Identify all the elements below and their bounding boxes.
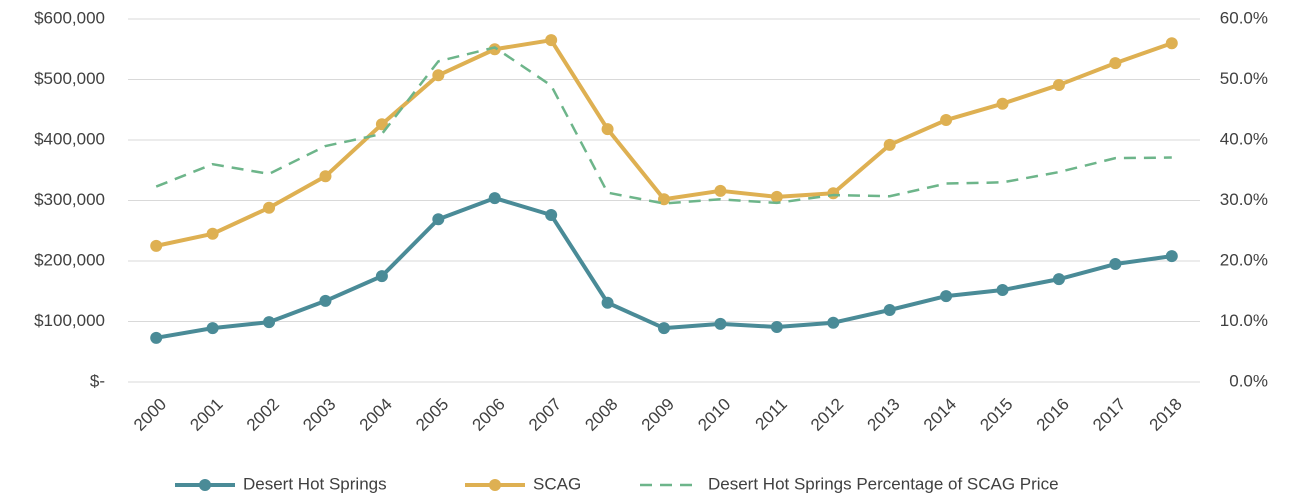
x-tick-label: 2007 [525,395,565,435]
x-tick-label: 2015 [976,395,1016,435]
y2-tick-label: 50.0% [1220,69,1268,88]
point [206,227,219,240]
y-tick-label: $100,000 [34,311,105,330]
x-tick-label: 2003 [299,395,339,435]
point [375,118,388,131]
x-tick-label: 2001 [186,395,226,435]
point [1165,250,1178,263]
x-tick-label: 2017 [1089,395,1129,435]
point [996,97,1009,110]
y2-tick-label: 40.0% [1220,129,1268,148]
legend-label: Desert Hot Springs Percentage of SCAG Pr… [708,474,1059,493]
x-tick-label: 2014 [920,395,960,435]
point [319,294,332,307]
x-tick-label: 2000 [130,395,170,435]
point [1109,258,1122,271]
point [1109,57,1122,70]
point [263,201,276,214]
point [714,184,727,197]
point [545,209,558,222]
y-tick-label: $- [90,371,105,390]
point [658,322,670,335]
x-tick-label: 2005 [412,395,452,435]
x-tick-label: 2012 [807,395,847,435]
point [263,316,276,329]
point [940,114,953,127]
point [1052,78,1065,91]
point [545,34,558,47]
point [714,317,727,330]
series-line [155,38,1173,248]
y2-tick-label: 20.0% [1220,250,1268,269]
y2-tick-label: 0.0% [1229,371,1268,390]
series-line [155,46,1172,205]
series-line [155,196,1173,340]
x-tick-label: 2006 [469,395,509,435]
x-tick-label: 2018 [1146,395,1186,435]
x-tick-label: 2010 [694,395,734,435]
point [488,192,501,205]
legend-marker [489,479,501,491]
point [1165,37,1178,50]
y-tick-label: $200,000 [34,250,105,269]
point [827,316,840,329]
y-tick-label: $600,000 [34,8,105,27]
x-tick-label: 2016 [1033,395,1073,435]
point [375,270,388,283]
point [883,138,896,151]
x-tick-label: 2011 [752,395,791,434]
point [319,170,332,183]
x-tick-label: 2002 [243,395,283,435]
y2-tick-label: 60.0% [1220,8,1268,27]
point [150,331,163,344]
point [658,193,670,206]
legend-label: SCAG [533,474,581,493]
point [770,190,783,203]
point [770,320,783,333]
legend-label: Desert Hot Springs [243,474,387,493]
point [883,304,896,317]
y-tick-label: $400,000 [34,129,105,148]
y-tick-label: $500,000 [34,69,105,88]
x-tick-label: 2009 [638,395,678,435]
point [601,296,614,309]
y2-tick-label: 10.0% [1220,311,1268,330]
point [150,239,163,252]
x-tick-label: 2013 [864,395,904,435]
point [206,322,219,335]
point [432,69,445,82]
legend-marker [199,479,211,491]
x-tick-label: 2004 [356,395,396,435]
point [996,284,1009,297]
x-tick-label: 2008 [581,395,621,435]
point [940,290,953,303]
point [827,187,840,200]
y2-tick-label: 30.0% [1220,190,1268,209]
point [432,213,445,226]
y-tick-label: $300,000 [34,190,105,209]
point [1052,273,1065,286]
point [601,123,614,136]
point [488,43,501,56]
